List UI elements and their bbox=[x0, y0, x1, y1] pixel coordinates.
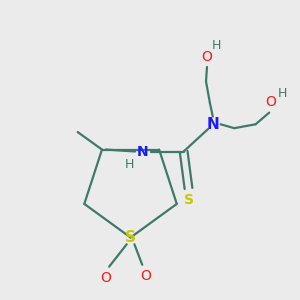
Text: H: H bbox=[124, 158, 134, 171]
Text: N: N bbox=[206, 117, 219, 132]
Text: S: S bbox=[125, 230, 136, 245]
Text: H: H bbox=[278, 87, 287, 100]
Text: N: N bbox=[137, 145, 148, 158]
Text: O: O bbox=[141, 269, 152, 284]
Text: O: O bbox=[266, 95, 277, 109]
Text: O: O bbox=[202, 50, 212, 64]
Text: O: O bbox=[100, 271, 111, 285]
Text: S: S bbox=[184, 193, 194, 207]
Text: H: H bbox=[212, 39, 221, 52]
